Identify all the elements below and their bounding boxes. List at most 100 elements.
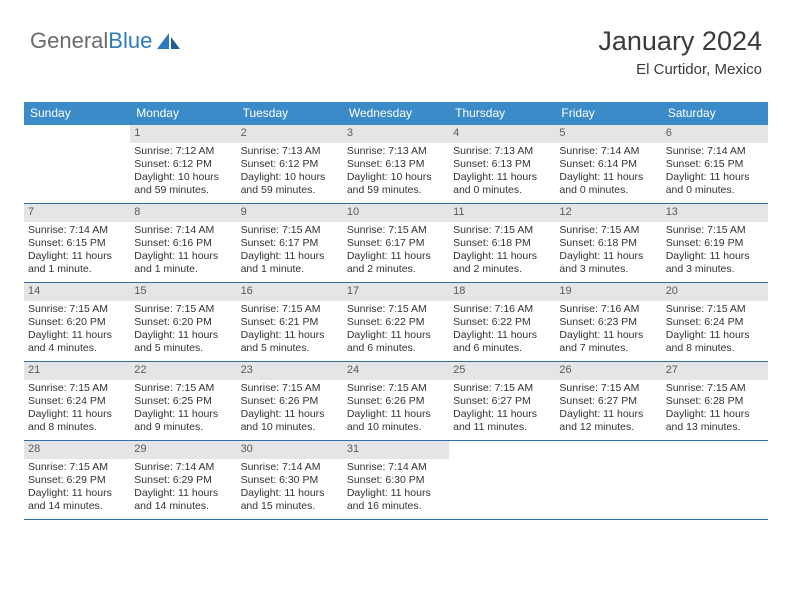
day-number: 18	[449, 283, 555, 301]
week-row: 21Sunrise: 7:15 AMSunset: 6:24 PMDayligh…	[24, 362, 768, 441]
daylight-text: Daylight: 10 hours and 59 minutes.	[241, 171, 339, 197]
sunset-text: Sunset: 6:30 PM	[347, 474, 445, 487]
day-cell: 19Sunrise: 7:16 AMSunset: 6:23 PMDayligh…	[555, 283, 661, 361]
day-number: 11	[449, 204, 555, 222]
sunset-text: Sunset: 6:12 PM	[241, 158, 339, 171]
week-row: 28Sunrise: 7:15 AMSunset: 6:29 PMDayligh…	[24, 441, 768, 520]
day-cell: 31Sunrise: 7:14 AMSunset: 6:30 PMDayligh…	[343, 441, 449, 519]
day-number: 22	[130, 362, 236, 380]
location-label: El Curtidor, Mexico	[598, 61, 762, 78]
day-number: 23	[237, 362, 343, 380]
sunrise-text: Sunrise: 7:13 AM	[453, 145, 551, 158]
day-cell: 6Sunrise: 7:14 AMSunset: 6:15 PMDaylight…	[662, 125, 768, 203]
day-body: Sunrise: 7:15 AMSunset: 6:20 PMDaylight:…	[130, 302, 236, 359]
daylight-text: Daylight: 11 hours and 3 minutes.	[559, 250, 657, 276]
sunrise-text: Sunrise: 7:15 AM	[347, 303, 445, 316]
day-number: 16	[237, 283, 343, 301]
day-body: Sunrise: 7:16 AMSunset: 6:23 PMDaylight:…	[555, 302, 661, 359]
day-cell: 26Sunrise: 7:15 AMSunset: 6:27 PMDayligh…	[555, 362, 661, 440]
day-number: 12	[555, 204, 661, 222]
day-cell: 16Sunrise: 7:15 AMSunset: 6:21 PMDayligh…	[237, 283, 343, 361]
day-body: Sunrise: 7:15 AMSunset: 6:29 PMDaylight:…	[24, 460, 130, 517]
day-body: Sunrise: 7:14 AMSunset: 6:30 PMDaylight:…	[343, 460, 449, 517]
sunrise-text: Sunrise: 7:15 AM	[666, 382, 764, 395]
sunset-text: Sunset: 6:17 PM	[241, 237, 339, 250]
day-cell	[449, 441, 555, 519]
day-cell	[662, 441, 768, 519]
sunset-text: Sunset: 6:28 PM	[666, 395, 764, 408]
sunrise-text: Sunrise: 7:14 AM	[134, 461, 232, 474]
sunset-text: Sunset: 6:17 PM	[347, 237, 445, 250]
sunrise-text: Sunrise: 7:14 AM	[28, 224, 126, 237]
sunset-text: Sunset: 6:26 PM	[347, 395, 445, 408]
day-body: Sunrise: 7:15 AMSunset: 6:24 PMDaylight:…	[662, 302, 768, 359]
day-body: Sunrise: 7:14 AMSunset: 6:15 PMDaylight:…	[662, 144, 768, 201]
daylight-text: Daylight: 11 hours and 8 minutes.	[28, 408, 126, 434]
daylight-text: Daylight: 10 hours and 59 minutes.	[347, 171, 445, 197]
day-body: Sunrise: 7:15 AMSunset: 6:17 PMDaylight:…	[237, 223, 343, 280]
sunset-text: Sunset: 6:29 PM	[134, 474, 232, 487]
day-body: Sunrise: 7:15 AMSunset: 6:18 PMDaylight:…	[449, 223, 555, 280]
day-number: 15	[130, 283, 236, 301]
day-number: 27	[662, 362, 768, 380]
sunset-text: Sunset: 6:25 PM	[134, 395, 232, 408]
daylight-text: Daylight: 11 hours and 1 minute.	[241, 250, 339, 276]
sunset-text: Sunset: 6:15 PM	[28, 237, 126, 250]
day-number: 5	[555, 125, 661, 143]
day-cell: 28Sunrise: 7:15 AMSunset: 6:29 PMDayligh…	[24, 441, 130, 519]
sunrise-text: Sunrise: 7:12 AM	[134, 145, 232, 158]
day-number: 26	[555, 362, 661, 380]
daylight-text: Daylight: 11 hours and 11 minutes.	[453, 408, 551, 434]
day-cell: 24Sunrise: 7:15 AMSunset: 6:26 PMDayligh…	[343, 362, 449, 440]
sunrise-text: Sunrise: 7:14 AM	[347, 461, 445, 474]
day-body: Sunrise: 7:15 AMSunset: 6:28 PMDaylight:…	[662, 381, 768, 438]
sunset-text: Sunset: 6:19 PM	[666, 237, 764, 250]
sunrise-text: Sunrise: 7:13 AM	[241, 145, 339, 158]
day-cell: 9Sunrise: 7:15 AMSunset: 6:17 PMDaylight…	[237, 204, 343, 282]
month-title: January 2024	[598, 26, 762, 57]
sunset-text: Sunset: 6:24 PM	[28, 395, 126, 408]
sunrise-text: Sunrise: 7:15 AM	[666, 303, 764, 316]
day-body: Sunrise: 7:15 AMSunset: 6:18 PMDaylight:…	[555, 223, 661, 280]
sunset-text: Sunset: 6:26 PM	[241, 395, 339, 408]
day-body: Sunrise: 7:15 AMSunset: 6:24 PMDaylight:…	[24, 381, 130, 438]
sunrise-text: Sunrise: 7:15 AM	[347, 382, 445, 395]
day-body: Sunrise: 7:14 AMSunset: 6:14 PMDaylight:…	[555, 144, 661, 201]
sunset-text: Sunset: 6:27 PM	[559, 395, 657, 408]
day-number: 3	[343, 125, 449, 143]
daylight-text: Daylight: 11 hours and 2 minutes.	[347, 250, 445, 276]
day-body: Sunrise: 7:16 AMSunset: 6:22 PMDaylight:…	[449, 302, 555, 359]
weekday-header-row: Sunday Monday Tuesday Wednesday Thursday…	[24, 102, 768, 125]
sunset-text: Sunset: 6:20 PM	[28, 316, 126, 329]
weekday-header: Saturday	[662, 102, 768, 125]
sunrise-text: Sunrise: 7:15 AM	[28, 303, 126, 316]
sunrise-text: Sunrise: 7:14 AM	[241, 461, 339, 474]
sunrise-text: Sunrise: 7:15 AM	[453, 382, 551, 395]
day-number: 30	[237, 441, 343, 459]
daylight-text: Daylight: 11 hours and 13 minutes.	[666, 408, 764, 434]
sunset-text: Sunset: 6:20 PM	[134, 316, 232, 329]
sunrise-text: Sunrise: 7:15 AM	[347, 224, 445, 237]
calendar-grid: Sunday Monday Tuesday Wednesday Thursday…	[24, 102, 768, 520]
weekday-header: Monday	[130, 102, 236, 125]
brand-part2: Blue	[108, 28, 152, 54]
day-number: 29	[130, 441, 236, 459]
week-row: 14Sunrise: 7:15 AMSunset: 6:20 PMDayligh…	[24, 283, 768, 362]
day-body: Sunrise: 7:15 AMSunset: 6:27 PMDaylight:…	[449, 381, 555, 438]
daylight-text: Daylight: 11 hours and 16 minutes.	[347, 487, 445, 513]
sunrise-text: Sunrise: 7:16 AM	[559, 303, 657, 316]
daylight-text: Daylight: 11 hours and 9 minutes.	[134, 408, 232, 434]
daylight-text: Daylight: 11 hours and 0 minutes.	[453, 171, 551, 197]
sunset-text: Sunset: 6:18 PM	[453, 237, 551, 250]
sunrise-text: Sunrise: 7:13 AM	[347, 145, 445, 158]
day-cell: 15Sunrise: 7:15 AMSunset: 6:20 PMDayligh…	[130, 283, 236, 361]
day-body: Sunrise: 7:15 AMSunset: 6:22 PMDaylight:…	[343, 302, 449, 359]
sunset-text: Sunset: 6:21 PM	[241, 316, 339, 329]
day-body: Sunrise: 7:15 AMSunset: 6:26 PMDaylight:…	[343, 381, 449, 438]
day-cell: 30Sunrise: 7:14 AMSunset: 6:30 PMDayligh…	[237, 441, 343, 519]
sunset-text: Sunset: 6:14 PM	[559, 158, 657, 171]
day-body: Sunrise: 7:14 AMSunset: 6:30 PMDaylight:…	[237, 460, 343, 517]
sunrise-text: Sunrise: 7:15 AM	[241, 382, 339, 395]
day-cell: 12Sunrise: 7:15 AMSunset: 6:18 PMDayligh…	[555, 204, 661, 282]
day-number: 2	[237, 125, 343, 143]
